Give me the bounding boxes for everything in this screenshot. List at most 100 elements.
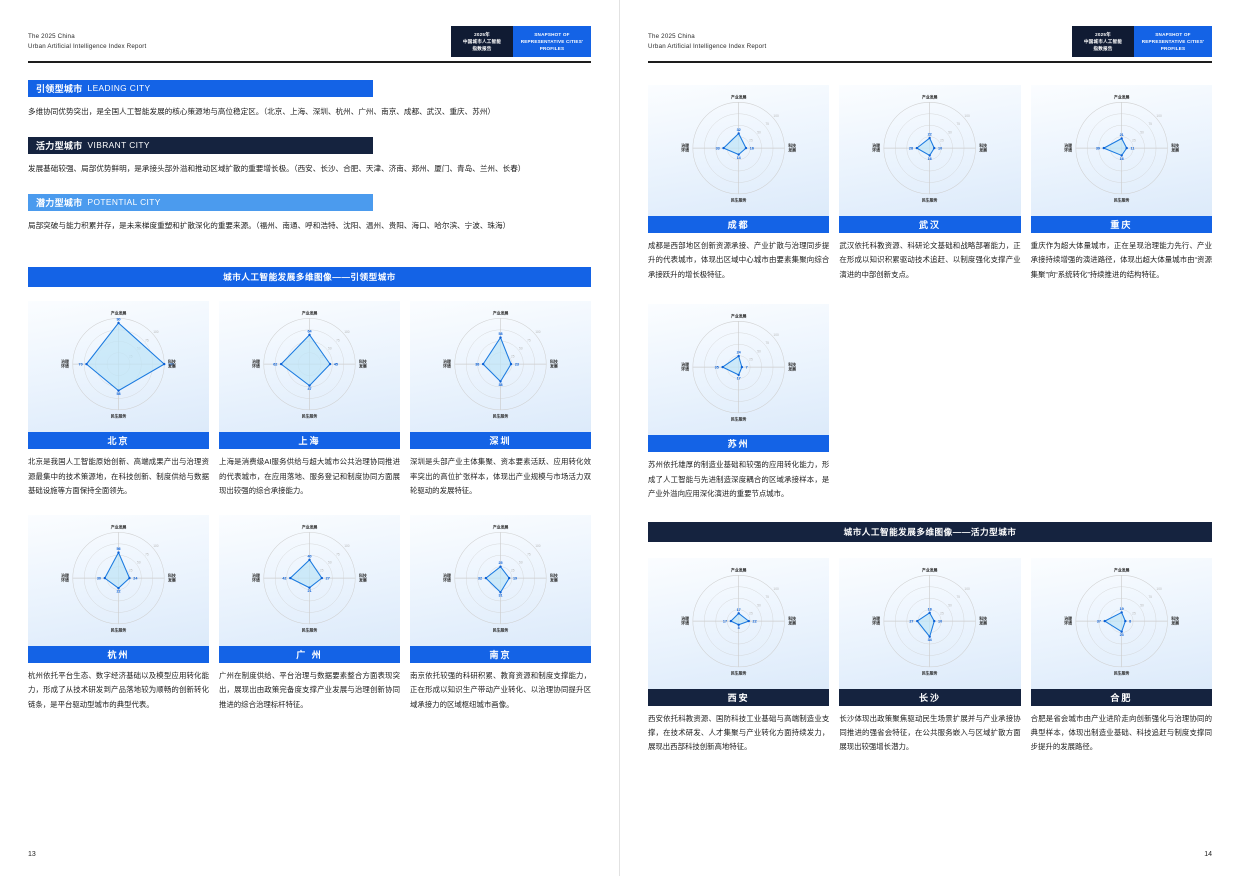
- city-name-nanjing: 南京: [410, 645, 591, 663]
- svg-text:21: 21: [1119, 133, 1123, 137]
- svg-text:38: 38: [475, 363, 479, 367]
- svg-text:治理环境: 治理环境: [681, 616, 689, 625]
- radar-chart-nanjing: 25 50 75 100 25 19 31 32 产业发展 民生服务 科技发展 治理环境: [410, 514, 591, 646]
- svg-text:35: 35: [715, 366, 719, 370]
- svg-text:75: 75: [957, 595, 961, 599]
- svg-text:25: 25: [749, 358, 753, 362]
- svg-text:产业发展: 产业发展: [1114, 567, 1130, 572]
- svg-text:产业发展: 产业发展: [493, 311, 509, 316]
- svg-text:100: 100: [153, 544, 159, 548]
- city-desc-chengdu: 成都是西部地区创新资源承接、产业扩散与治理同步提升的代表城市，体现出区域中心城市…: [648, 240, 830, 279]
- city-card-hangzhou: 25 50 75 100 56 24 22 30 产业发展 民生服务 科技发展 治理环境 杭州 杭州依…: [28, 514, 209, 712]
- svg-text:民生服务: 民生服务: [302, 627, 318, 632]
- city-name-wuhan: 武汉: [839, 215, 1021, 233]
- svg-text:治理环境: 治理环境: [61, 573, 69, 582]
- city-desc-chongqing: 重庆作为超大体量城市，正在呈现治理能力先行、产业承接持续增强的演进路径，体现出超…: [1030, 240, 1212, 279]
- radar-chart-chengdu: 25 50 75 100 32 16 14 33 产业发展 民生服务 科技发展 治理环境: [648, 84, 830, 216]
- svg-text:17: 17: [737, 607, 741, 611]
- radar-chart-hangzhou: 25 50 75 100 56 24 22 30 产业发展 民生服务 科技发展 治理环境: [28, 514, 209, 646]
- svg-text:37: 37: [1096, 619, 1100, 623]
- radar-chart-wuhan: 25 50 75 100 22 10 16 28 产业发展 民生服务 科技发展 治理环境: [839, 84, 1021, 216]
- svg-text:100: 100: [344, 331, 350, 335]
- svg-text:14: 14: [737, 156, 742, 160]
- city-name-shenzhen: 深圳: [410, 432, 591, 450]
- svg-text:17: 17: [737, 377, 741, 381]
- city-card-wuhan: 25 50 75 100 22 10 16 28 产业发展 民生服务 科技发展 治理环境 武汉 武汉依…: [839, 84, 1021, 282]
- city-desc-shanghai: 上海是消费级AI服务供给与超大城市公共治理协同推进的代表城市，在应用落地、服务登…: [219, 457, 400, 496]
- svg-text:治理环境: 治理环境: [443, 359, 451, 368]
- svg-text:科技发展: 科技发展: [979, 616, 988, 625]
- svg-text:25: 25: [1132, 611, 1136, 615]
- city-name-chongqing: 重庆: [1030, 215, 1212, 233]
- svg-text:科技发展: 科技发展: [549, 359, 558, 368]
- svg-text:8: 8: [738, 626, 740, 630]
- svg-text:75: 75: [527, 339, 531, 343]
- svg-text:科技发展: 科技发展: [787, 143, 796, 152]
- category-block-vibrant: 活力型城市 VIBRANT CITY 发展基础较强、局部优势鲜明，是承接头部外溢…: [28, 136, 591, 177]
- city-desc-guangzhou: 广州在制度供给、平台治理与数据要素整合方面表现突出，展现出由政策完备度支撑产业发…: [219, 670, 400, 709]
- svg-text:75: 75: [765, 595, 769, 599]
- city-card-chongqing: 25 50 75 100 21 11 16 39 产业发展 民生服务 科技发展 治理环境 重庆 重庆作…: [1030, 84, 1212, 282]
- svg-text:19: 19: [513, 576, 517, 580]
- svg-text:产业发展: 产业发展: [731, 314, 747, 319]
- svg-text:100: 100: [773, 114, 779, 118]
- svg-text:科技发展: 科技发展: [787, 616, 796, 625]
- svg-text:24: 24: [737, 351, 742, 355]
- svg-text:10: 10: [938, 619, 942, 623]
- category-cn-vibrant: 活力型城市: [36, 140, 83, 151]
- svg-text:75: 75: [336, 339, 340, 343]
- city-desc-changsha: 长沙体现出政策聚焦驱动民生场景扩展并与产业承接协同推进的强省会特征，在公共服务嵌…: [839, 713, 1021, 752]
- svg-text:32: 32: [737, 128, 741, 132]
- city-card-chengdu: 25 50 75 100 32 16 14 33 产业发展 民生服务 科技发展 治理环境 成都 成都是…: [648, 84, 830, 282]
- svg-text:25: 25: [511, 355, 515, 359]
- svg-text:25: 25: [749, 611, 753, 615]
- svg-text:62: 62: [273, 363, 277, 367]
- svg-text:18: 18: [928, 607, 932, 611]
- svg-text:科技发展: 科技发展: [1170, 143, 1179, 152]
- card-grid-leading-row2: 25 50 75 100 56 24 22 30 产业发展 民生服务 科技发展 治理环境 杭州 杭州依…: [28, 514, 591, 712]
- svg-text:科技发展: 科技发展: [167, 359, 176, 368]
- category-block-leading: 引领型城市 LEADING CITY 多维协同优势突出，是全国人工智能发展的核心…: [28, 79, 591, 120]
- svg-text:58: 58: [116, 392, 120, 396]
- header-tab-en-right: SNAPSHOT OF REPRESENTATIVE CITIES' PROFI…: [1134, 26, 1212, 58]
- city-card-guangzhou: 25 50 75 100 40 27 21 42 产业发展 民生服务 科技发展 治理环境 广 州 广州…: [219, 514, 400, 712]
- svg-text:16: 16: [1119, 157, 1123, 161]
- svg-text:75: 75: [1148, 122, 1152, 126]
- svg-text:90: 90: [116, 318, 120, 322]
- svg-text:28: 28: [909, 146, 913, 150]
- header-report-title: The 2025 China Urban Artificial Intellig…: [28, 26, 146, 52]
- city-card-nanjing: 25 50 75 100 25 19 31 32 产业发展 民生服务 科技发展 治理环境 南京 南京依…: [410, 514, 591, 712]
- svg-text:50: 50: [1140, 130, 1144, 134]
- svg-text:70: 70: [79, 363, 83, 367]
- card-grid-leading-row3: 25 50 75 100 32 16 14 33 产业发展 民生服务 科技发展 治理环境 成都 成都是…: [648, 84, 1212, 282]
- radar-chart-hefei: 25 50 75 100 19 8 23 37 产业发展 民生服务 科技发展 治理环境: [1030, 557, 1212, 689]
- svg-text:50: 50: [757, 130, 761, 134]
- svg-text:100: 100: [1156, 114, 1162, 118]
- svg-text:产业发展: 产业发展: [302, 311, 318, 316]
- page-right: The 2025 China Urban Artificial Intellig…: [620, 0, 1240, 876]
- svg-text:100: 100: [773, 333, 779, 337]
- city-card-shenzhen: 25 50 75 100 58 23 38 38 产业发展 民生服务 科技发展 治理环境 深圳 深圳是…: [410, 301, 591, 498]
- city-name-suzhou: 苏州: [648, 435, 830, 453]
- svg-text:25: 25: [129, 568, 133, 572]
- svg-text:民生服务: 民生服务: [922, 197, 938, 202]
- svg-text:17: 17: [723, 619, 727, 623]
- svg-text:治理环境: 治理环境: [252, 573, 260, 582]
- svg-text:100: 100: [773, 587, 779, 591]
- category-cn-potential: 潜力型城市: [36, 197, 83, 208]
- svg-text:75: 75: [145, 552, 149, 556]
- svg-text:64: 64: [307, 330, 312, 334]
- radar-chart-changsha: 25 50 75 100 18 10 34 27 产业发展 民生服务 科技发展 治理环境: [839, 557, 1021, 689]
- header-tabs: 2025年 中国城市人工智能 指数报告 SNAPSHOT OF REPRESENTA…: [451, 26, 591, 58]
- header-tab-cn: 2025年 中国城市人工智能 指数报告: [451, 26, 513, 58]
- svg-text:100: 100: [535, 544, 541, 548]
- svg-text:22: 22: [753, 619, 757, 623]
- svg-text:民生服务: 民生服务: [1114, 670, 1130, 675]
- page-header-right: The 2025 China Urban Artificial Intellig…: [648, 26, 1212, 58]
- city-name-hefei: 合肥: [1030, 688, 1212, 706]
- svg-text:25: 25: [1132, 138, 1136, 142]
- svg-text:27: 27: [910, 619, 914, 623]
- svg-text:100: 100: [535, 331, 541, 335]
- svg-text:58: 58: [498, 332, 502, 336]
- svg-text:100: 100: [965, 114, 971, 118]
